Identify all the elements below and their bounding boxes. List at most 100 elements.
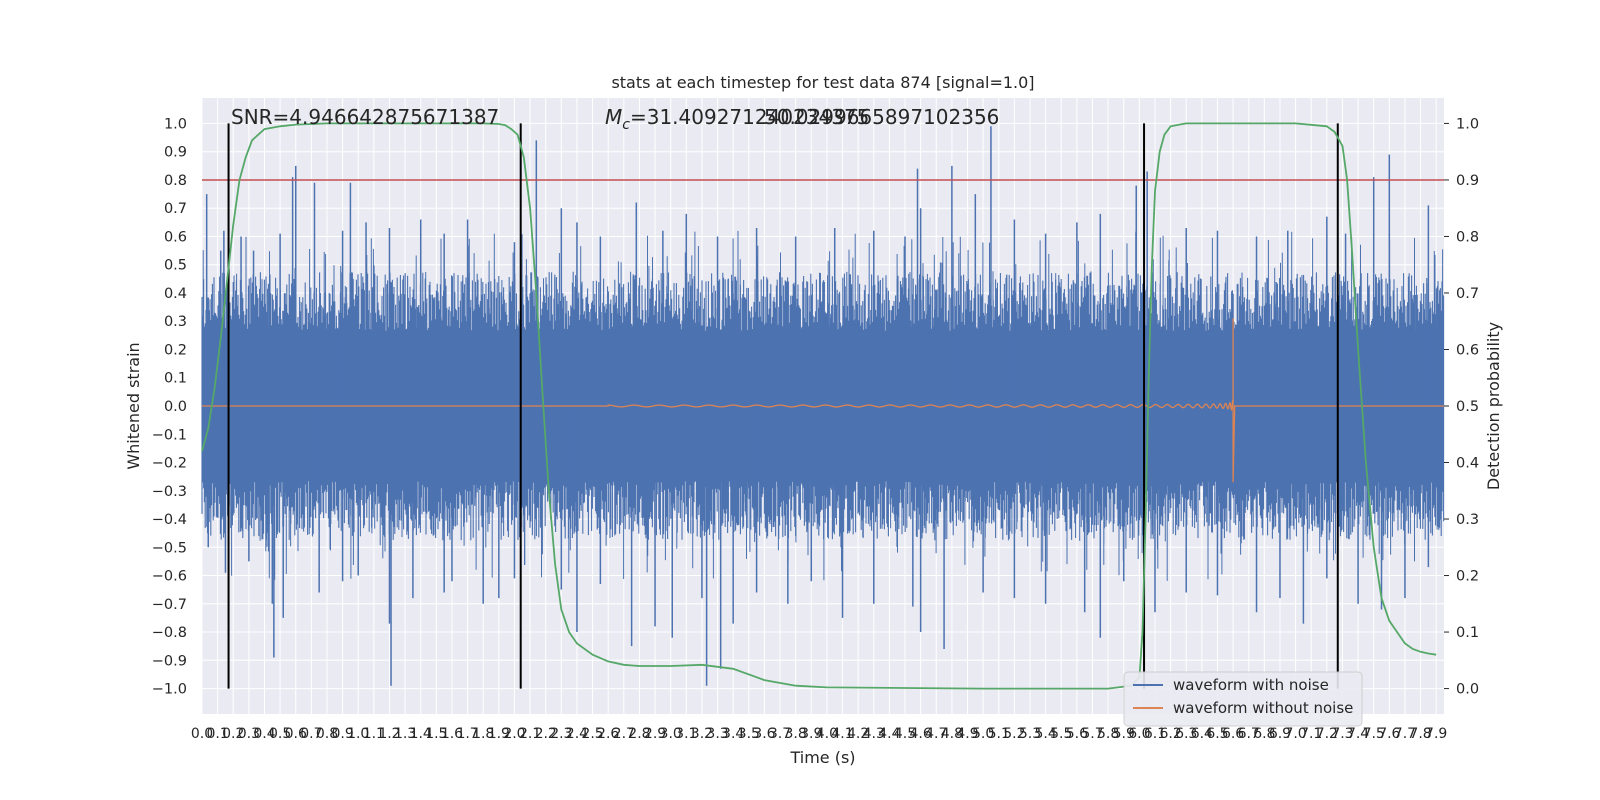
x-tick-label: 6.3 [1175,726,1197,742]
y-left-tick-labels: 1.0 0.9 0.8 0.7 0.6 0.5 0.4 0.3 0.2 0.1 0.0 −0.1 −0.… [152,116,187,697]
y-left-tick-label: 0.7 [164,201,187,217]
x-tick-label: 0.3 [238,726,260,742]
x-tick-label: 4.0 [816,726,838,742]
y-right-tick-labels: 1.0 0.9 0.8 0.7 0.6 0.5 0.4 0.3 0.2 0.1 0.0 [1444,116,1479,698]
x-tick-label: 7.5 [1363,726,1385,742]
legend-label-clean: waveform without noise [1173,699,1353,717]
y-left-tick-label: −0.8 [152,625,187,641]
x-tick-label: 6.2 [1159,726,1181,742]
x-tick-label: 4.9 [956,726,978,742]
x-tick-label: 2.6 [597,726,619,742]
x-tick-label: 2.0 [503,726,525,742]
x-tick-label: 1.4 [410,726,432,742]
x-tick-label: 4.5 [894,726,916,742]
x-tick-label: 3.8 [785,726,807,742]
y-left-tick-label: −0.1 [152,427,187,443]
chart-title: stats at each timestep for test data 874… [611,73,1034,92]
y-right-tick-label: 0.9 [1456,173,1479,189]
x-tick-label: 3.4 [722,726,744,742]
y-right-tick-label: 0.8 [1456,229,1479,245]
x-tick-label: 2.5 [581,726,603,742]
x-tick-label: 0.5 [269,726,291,742]
x-tick-label: 5.6 [1066,726,1088,742]
y-left-tick-label: 0.6 [164,229,187,245]
x-tick-label: 1.1 [363,726,385,742]
x-tick-label: 1.6 [441,726,463,742]
y-right-tick-label: 0.4 [1456,456,1479,472]
x-tick-label: 5.4 [1034,726,1056,742]
x-tick-label: 6.5 [1206,726,1228,742]
x-tick-label: 0.7 [300,726,322,742]
y-left-tick-label: −0.6 [152,569,187,585]
x-tick-label: 5.1 [988,726,1010,742]
x-tick-label: 6.0 [1128,726,1150,742]
y-right-tick-label: 0.0 [1456,682,1479,698]
x-tick-label: 4.4 [878,726,900,742]
x-tick-label: 7.6 [1378,726,1400,742]
y-left-tick-label: −0.4 [152,512,187,528]
y-axis-label-right: Detection probability [1484,322,1503,490]
x-tick-label: 5.0 [972,726,994,742]
y-left-tick-label: 1.0 [164,116,187,132]
chirp-mass-subscript: c [622,117,630,133]
x-tick-label: 2.7 [613,726,635,742]
x-tick-label: 6.6 [1222,726,1244,742]
x-tick-label: 7.2 [1316,726,1338,742]
y-right-tick-label: 1.0 [1456,116,1479,132]
y-left-tick-label: −0.2 [152,456,187,472]
y-left-tick-label: −0.5 [152,540,187,556]
chirp-mass-symbol: M [605,105,622,129]
x-tick-label: 1.3 [394,726,416,742]
legend-label-noise: waveform with noise [1173,676,1329,694]
x-tick-label: 6.4 [1191,726,1213,742]
x-tick-label: 0.6 [285,726,307,742]
x-tick-label: 1.8 [472,726,494,742]
y-left-tick-label: −0.9 [152,653,187,669]
x-tick-label: 3.9 [800,726,822,742]
probability-line [201,122,1437,690]
x-tick-label: 2.8 [628,726,650,742]
x-tick-label: 0.0 [191,726,213,742]
legend-box [1123,671,1363,727]
x-tick-label: 1.0 [347,726,369,742]
y-left-tick-label: 0.4 [164,286,187,302]
x-tick-label: 1.9 [488,726,510,742]
y-left-tick-label: 0.5 [164,258,187,274]
chirp-mass-value: =31.409271240234375 [630,105,869,129]
x-tick-label: 1.2 [378,726,400,742]
x-tick-label: 5.2 [1003,726,1025,742]
x-tick-label: 0.1 [206,726,228,742]
x-tick-label: 4.1 [831,726,853,742]
y-left-tick-label: 0.9 [164,145,187,161]
x-tick-label: 2.1 [519,726,541,742]
y-right-tick-label: 0.2 [1456,569,1479,585]
y-right-tick-label: 0.7 [1456,286,1479,302]
x-tick-label: 4.2 [847,726,869,742]
x-tick-label: 7.3 [1331,726,1353,742]
y-left-tick-label: 0.1 [164,371,187,387]
x-tick-label: 4.8 [941,726,963,742]
x-tick-labels: 0.00.10.20.30.40.50.60.70.80.91.01.11.21… [191,726,1447,742]
x-tick-label: 6.1 [1144,726,1166,742]
series-waveform-without-noise [202,318,1444,483]
x-tick-label: 0.4 [253,726,275,742]
x-tick-label: 6.8 [1253,726,1275,742]
x-tick-label: 7.4 [1347,726,1369,742]
noise-fringe [202,230,1444,581]
y-axis-label-left: Whitened strain [124,342,143,469]
x-tick-label: 7.1 [1300,726,1322,742]
chirp-mass-annotation: Mc=31.409271240234375 [605,105,869,133]
series-waveform-with-noise [201,126,1445,686]
x-tick-label: 7.8 [1409,726,1431,742]
snr-annotation: SNR=4.946642875671387 [231,105,499,129]
x-tick-label: 2.2 [535,726,557,742]
x-tick-label: 1.5 [425,726,447,742]
x-tick-label: 2.9 [644,726,666,742]
x-tick-label: 3.1 [675,726,697,742]
x-tick-label: 3.2 [691,726,713,742]
x-axis-label: Time (s) [789,748,855,767]
x-tick-label: 6.7 [1238,726,1260,742]
legend: waveform with noise waveform without noi… [1123,671,1363,727]
x-tick-label: 5.8 [1097,726,1119,742]
